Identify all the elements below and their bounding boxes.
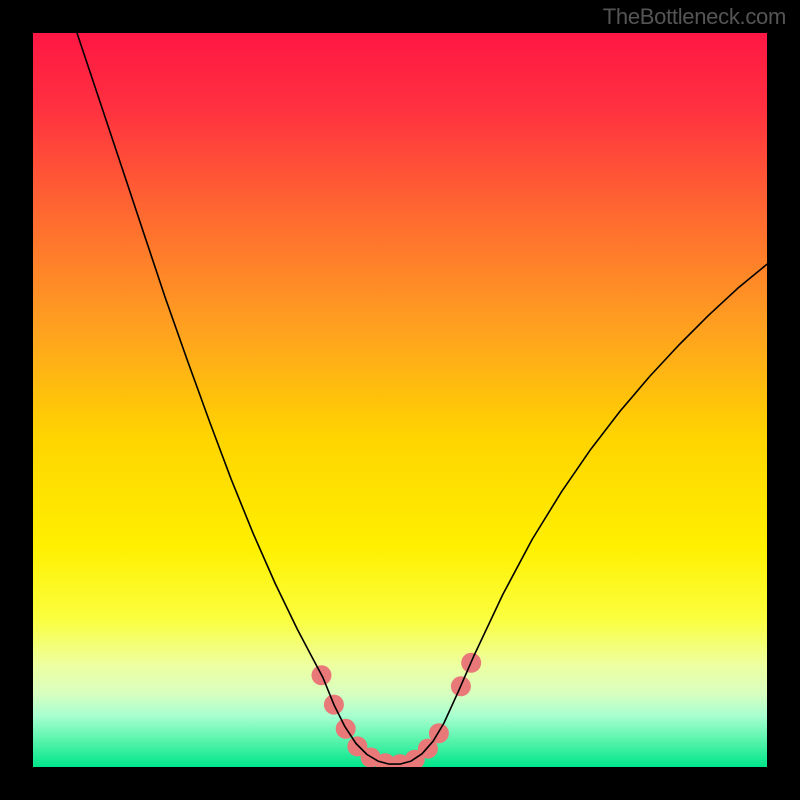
watermark-text: TheBottleneck.com — [603, 4, 786, 30]
plot-area — [33, 33, 767, 767]
bottleneck-curve-svg — [33, 33, 767, 767]
bottleneck-curve-path — [77, 33, 767, 764]
highlight-marker — [429, 723, 449, 743]
